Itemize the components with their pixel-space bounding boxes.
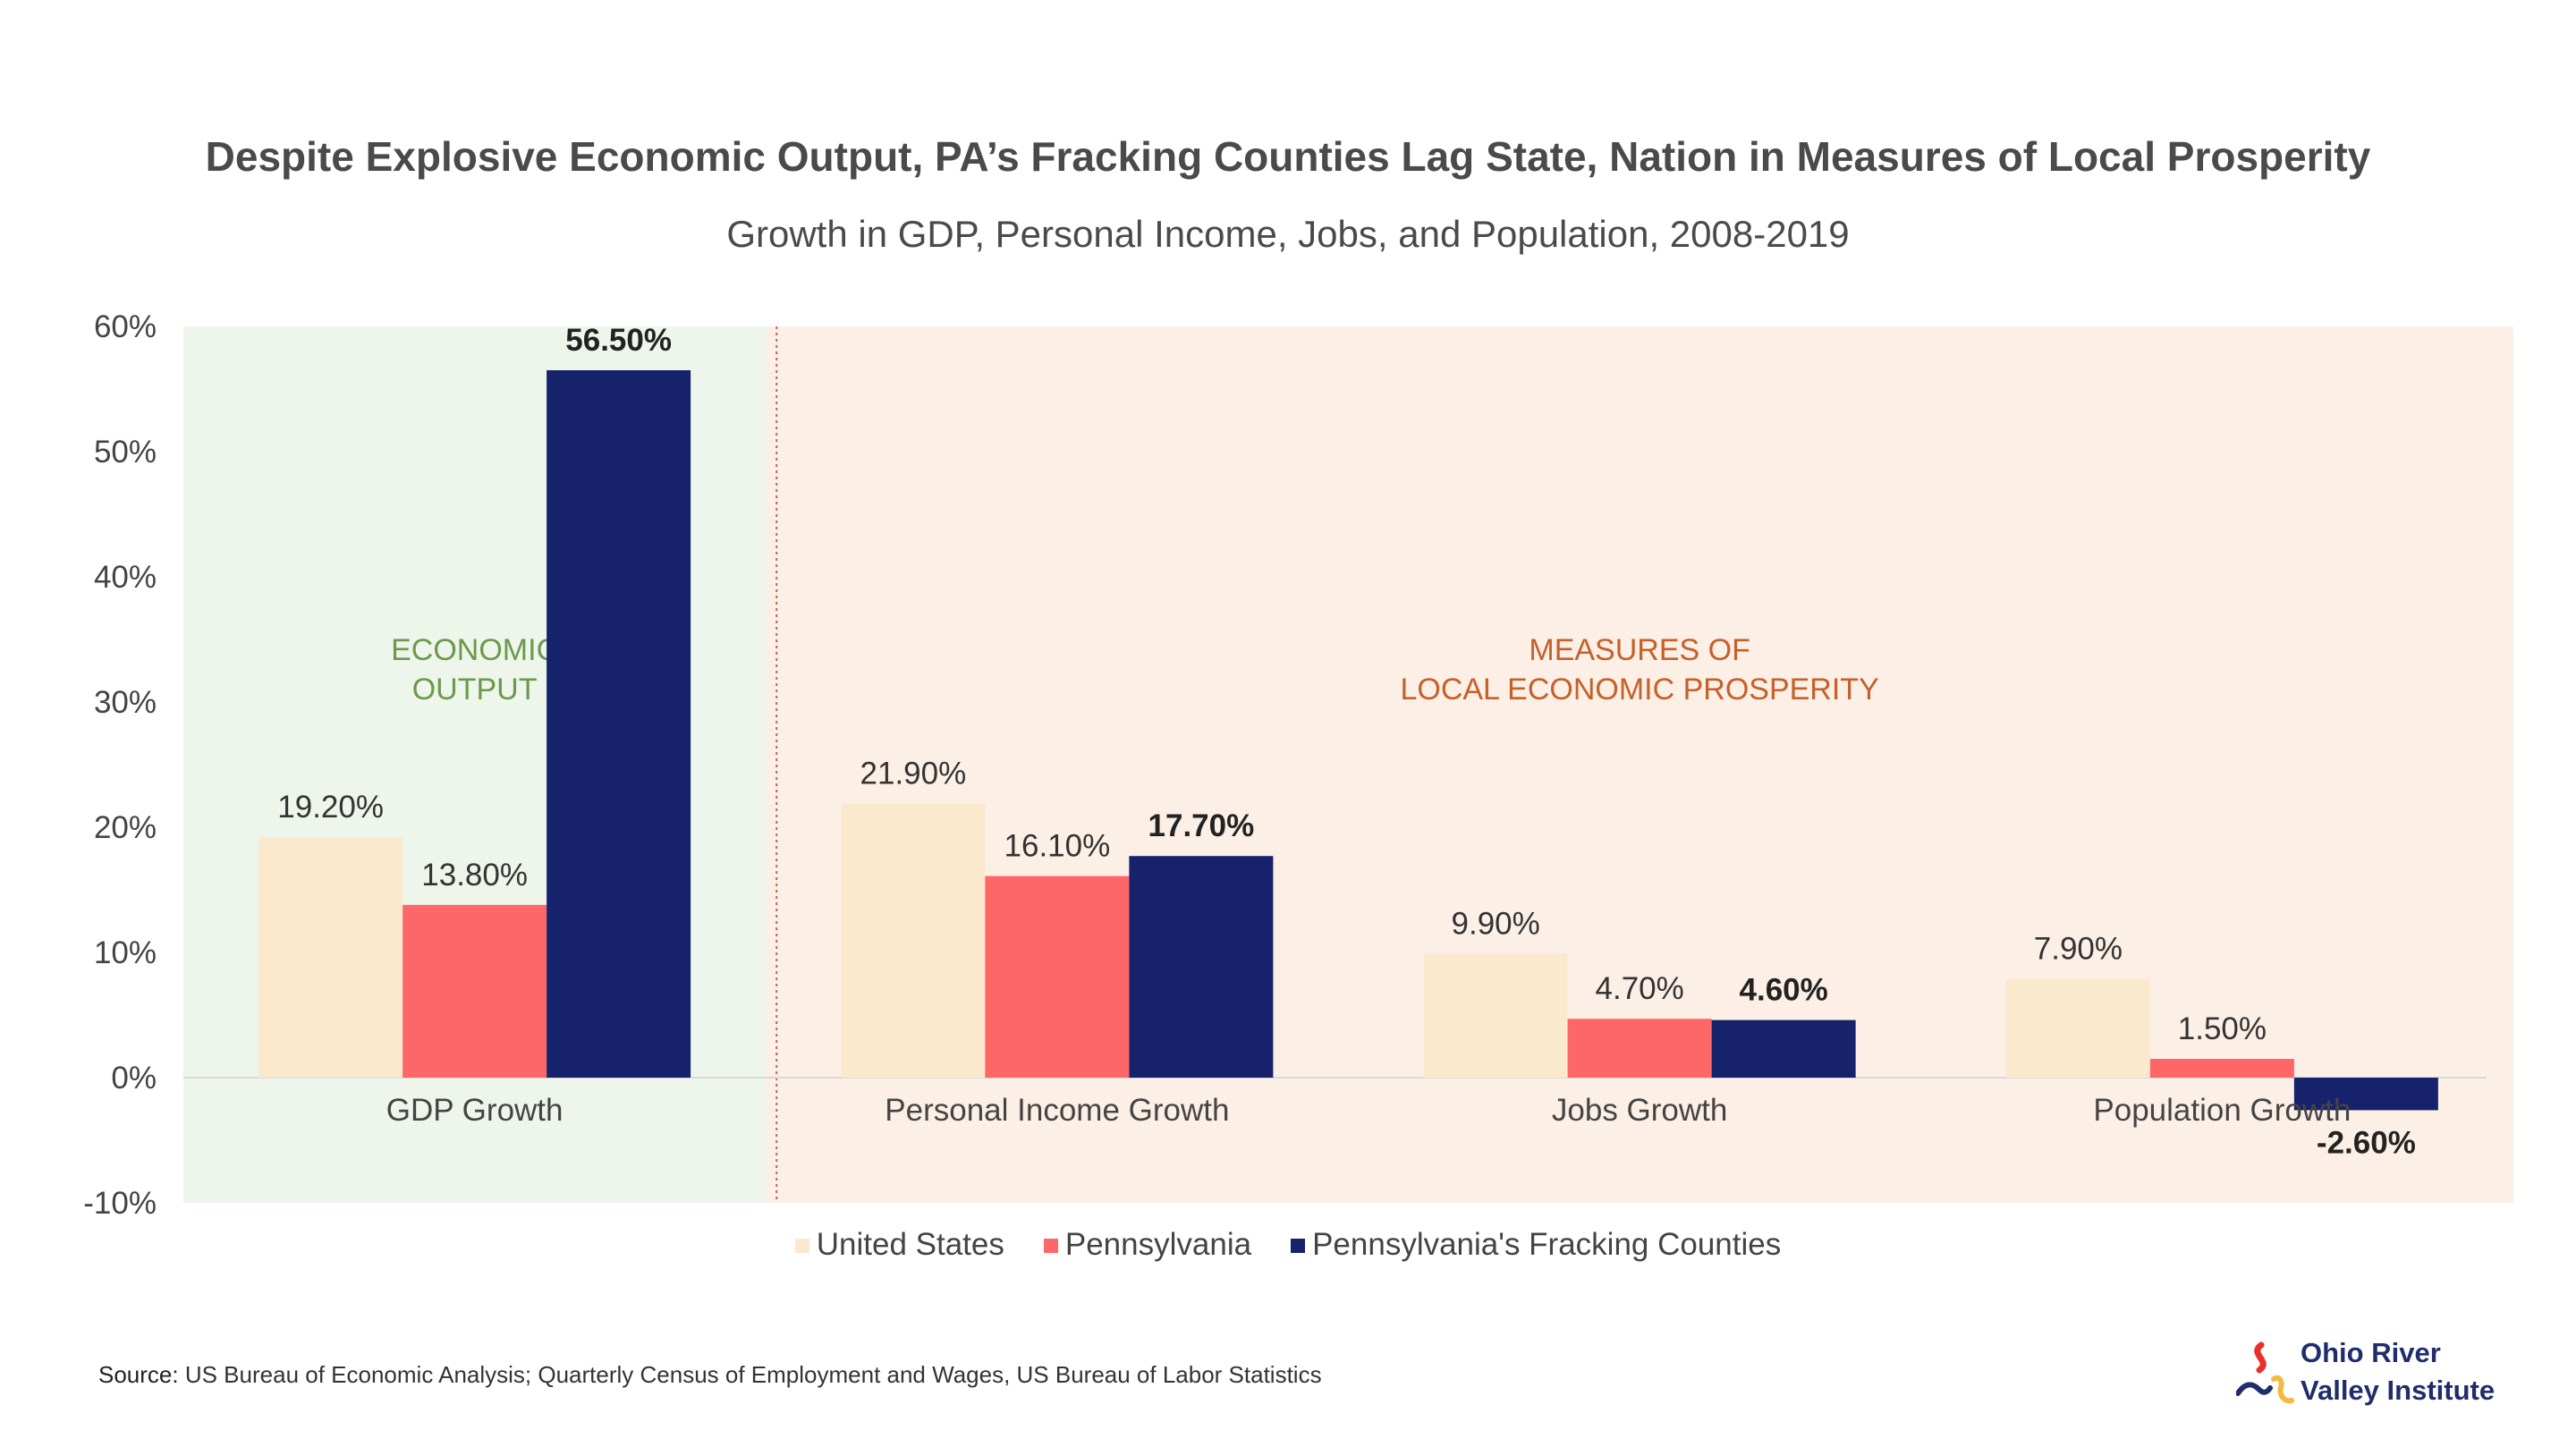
panel-label-1-0: MEASURES OF xyxy=(1529,633,1750,667)
bar-0-3 xyxy=(2005,978,2150,1078)
source-text: US Bureau of Economic Analysis; Quarterl… xyxy=(184,1361,1322,1388)
data-label: 4.60% xyxy=(1740,973,1828,1008)
data-label: 19.20% xyxy=(277,790,384,825)
bar-1-2 xyxy=(1567,1019,1712,1078)
source-prefix: Source: xyxy=(98,1361,179,1388)
legend-item: United States xyxy=(794,1227,1004,1263)
data-label: 17.70% xyxy=(1148,808,1255,843)
data-label: 4.70% xyxy=(1596,971,1684,1006)
y-tick-label: 0% xyxy=(111,1061,157,1096)
data-label: 21.90% xyxy=(860,756,967,791)
legend: United States Pennsylvania Pennsylvania's … xyxy=(0,1227,2576,1263)
category-label: Population Growth xyxy=(2093,1093,2351,1128)
logo-line2: Valley Institute xyxy=(2301,1375,2496,1406)
bar-0-0 xyxy=(258,837,403,1078)
data-label: -2.60% xyxy=(2317,1125,2416,1160)
bar-1-1 xyxy=(985,876,1130,1078)
y-tick-label: 50% xyxy=(94,435,157,470)
data-label: 9.90% xyxy=(1452,906,1540,941)
y-tick-label: 60% xyxy=(94,309,157,344)
bar-2-3 xyxy=(2293,1078,2438,1111)
data-label: 56.50% xyxy=(565,323,672,358)
data-label: 16.10% xyxy=(1004,829,1111,864)
bar-2-0 xyxy=(547,370,691,1078)
logo: Ohio River Valley Institute xyxy=(2236,1334,2531,1424)
bar-0-2 xyxy=(1423,953,1568,1078)
data-label: 7.90% xyxy=(2034,931,2123,966)
panel-label-0-1: OUTPUT xyxy=(412,673,538,707)
chart-title: Despite Explosive Economic Output, PA’s … xyxy=(205,133,2371,180)
legend-label: Pennsylvania xyxy=(1064,1227,1252,1262)
data-label: 1.50% xyxy=(2178,1011,2267,1046)
category-label: Jobs Growth xyxy=(1552,1093,1727,1128)
panel-label-0-0: ECONOMIC xyxy=(391,633,558,667)
y-tick-label: -10% xyxy=(83,1186,157,1221)
legend-label: Pennsylvania's Fracking Counties xyxy=(1312,1227,1782,1262)
category-label: Personal Income Growth xyxy=(885,1093,1229,1128)
legend-swatch xyxy=(1291,1239,1306,1253)
data-label: 13.80% xyxy=(421,858,528,893)
category-label: GDP Growth xyxy=(386,1093,564,1128)
y-tick-label: 10% xyxy=(94,935,157,970)
logo-line1: Ohio River xyxy=(2301,1337,2441,1368)
bar-2-2 xyxy=(1711,1020,1856,1078)
panel-label-1-1: LOCAL ECONOMIC PROSPERITY xyxy=(1400,673,1878,707)
logo-mark-icon xyxy=(2236,1341,2294,1404)
bar-0-1 xyxy=(841,803,986,1078)
legend-item: Pennsylvania's Fracking Counties xyxy=(1291,1227,1781,1263)
bar-1-0 xyxy=(402,904,547,1078)
legend-swatch xyxy=(794,1239,809,1253)
y-tick-label: 20% xyxy=(94,810,157,845)
y-tick-label: 40% xyxy=(94,560,157,595)
legend-swatch xyxy=(1043,1239,1058,1253)
legend-item: Pennsylvania xyxy=(1043,1227,1252,1263)
bar-2-1 xyxy=(1129,856,1274,1078)
legend-label: United States xyxy=(816,1227,1004,1262)
y-tick-label: 30% xyxy=(94,685,157,720)
source-note: Source: US Bureau of Economic Analysis; … xyxy=(98,1361,1322,1389)
bar-1-3 xyxy=(2149,1059,2294,1078)
chart-subtitle: Growth in GDP, Personal Income, Jobs, an… xyxy=(726,213,1850,255)
logo-text: Ohio River Valley Institute xyxy=(2301,1334,2495,1409)
